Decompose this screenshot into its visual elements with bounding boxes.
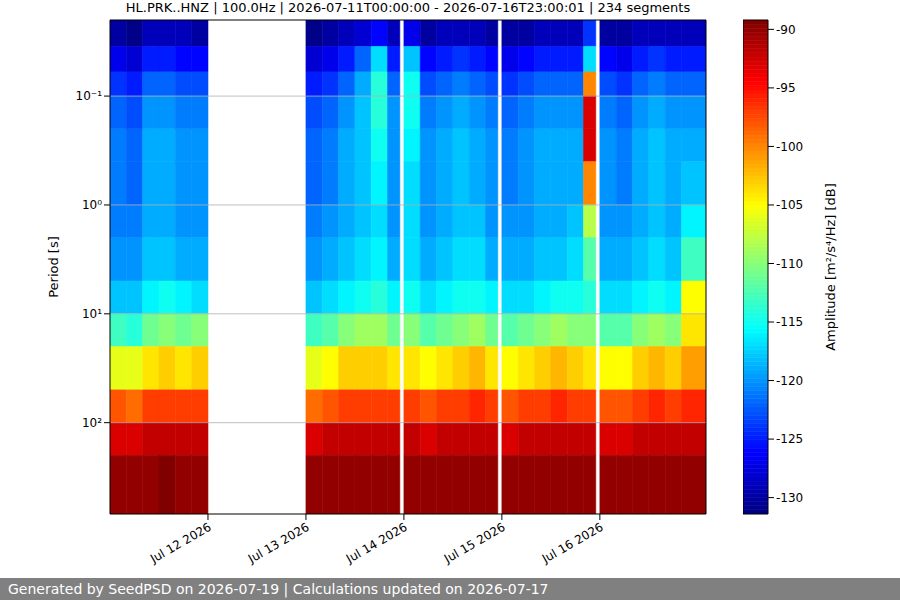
svg-text:Jul 13 2026: Jul 13 2026: [245, 520, 312, 567]
svg-text:10²: 10²: [82, 416, 102, 430]
svg-text:-120: -120: [776, 374, 803, 388]
svg-text:-115: -115: [776, 315, 803, 329]
svg-text:Jul 16 2026: Jul 16 2026: [539, 520, 606, 567]
svg-text:Jul 12 2026: Jul 12 2026: [147, 520, 214, 567]
svg-text:10⁰: 10⁰: [82, 198, 102, 212]
svg-text:-100: -100: [776, 140, 803, 154]
svg-text:Amplitude [m²/s⁴/Hz] [dB]: Amplitude [m²/s⁴/Hz] [dB]: [823, 183, 838, 351]
svg-text:10¹: 10¹: [82, 307, 102, 321]
svg-text:10⁻¹: 10⁻¹: [76, 89, 103, 103]
svg-text:-130: -130: [776, 491, 803, 505]
svg-text:-125: -125: [776, 432, 803, 446]
svg-text:-90: -90: [776, 23, 796, 37]
svg-text:Jul 15 2026: Jul 15 2026: [441, 520, 508, 567]
svg-text:Period [s]: Period [s]: [46, 236, 61, 298]
svg-text:-110: -110: [776, 257, 803, 271]
svg-text:Jul 14 2026: Jul 14 2026: [343, 520, 410, 567]
svg-text:HL.PRK..HNZ | 100.0Hz | 2026-0: HL.PRK..HNZ | 100.0Hz | 2026-07-11T00:00…: [126, 0, 691, 15]
svg-text:Generated by SeedPSD on 2026-0: Generated by SeedPSD on 2026-07-19 | Cal…: [8, 581, 549, 598]
svg-text:-105: -105: [776, 198, 803, 212]
svg-text:-95: -95: [776, 81, 796, 95]
